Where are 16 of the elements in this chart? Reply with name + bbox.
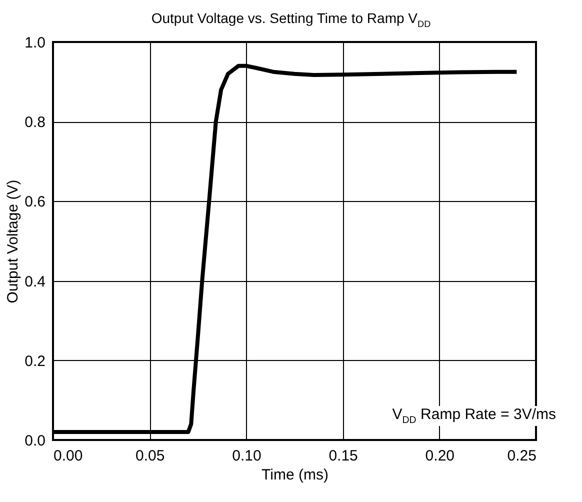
annotation: V$_{DD}$ Ramp Rate = 3V/ms xyxy=(388,406,560,426)
y-tick-label: 0.2 xyxy=(24,352,46,370)
x-tick-label: 0.00 xyxy=(54,448,83,464)
y-tick-label: 1.0 xyxy=(24,34,46,52)
x-tick-label: 0.05 xyxy=(136,448,165,464)
y-axis-title: Output Voltage (V) xyxy=(4,180,22,304)
chart-title: Output Voltage vs. Setting Time to Ramp V$_{DD}$ xyxy=(150,10,432,29)
x-tick-label: 0.10 xyxy=(232,448,262,464)
y-tick-label: 0.6 xyxy=(24,194,46,211)
x-tick-label: 0.25 xyxy=(507,448,536,464)
x-tick-label: 0.15 xyxy=(328,448,358,464)
y-tick-label: 0.4 xyxy=(24,273,46,290)
x-axis-title: Time (ms) xyxy=(262,466,328,484)
y-tick-label: 0.8 xyxy=(24,114,46,132)
y-tick-label: 0.0 xyxy=(24,432,46,450)
x-tick-label: 0.20 xyxy=(425,448,454,464)
